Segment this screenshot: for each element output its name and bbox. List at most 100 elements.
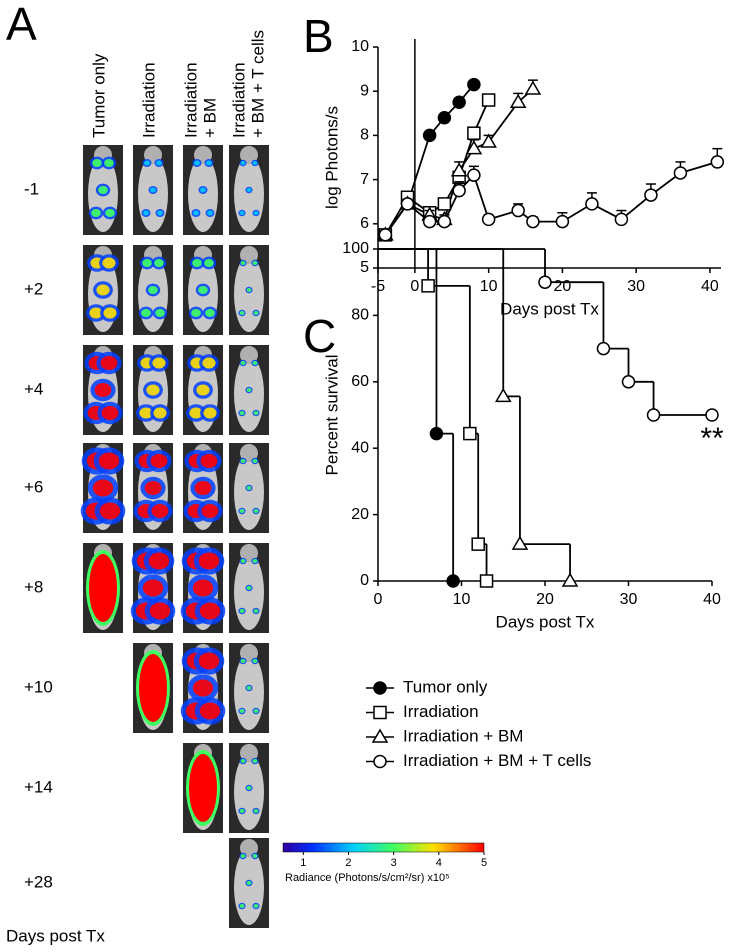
- marker: [710, 155, 725, 169]
- mouse-image: [83, 145, 123, 235]
- signal: [246, 686, 252, 690]
- signal: [207, 210, 213, 216]
- marker: [644, 188, 658, 202]
- panel-label: C: [303, 310, 336, 362]
- marker: [452, 183, 466, 198]
- signal: [199, 602, 221, 620]
- signal: [153, 407, 167, 419]
- signal: [253, 211, 259, 215]
- signal: [100, 356, 118, 370]
- signal: [198, 552, 220, 570]
- signal: [198, 652, 220, 670]
- marker: [378, 228, 393, 242]
- signal: [146, 384, 160, 396]
- signal: [143, 210, 149, 216]
- signal: [148, 286, 158, 294]
- mouse-image: [183, 145, 223, 235]
- marker: [561, 572, 579, 587]
- marker: [621, 375, 636, 389]
- x-tick-label: 20: [554, 278, 572, 295]
- signal: [201, 504, 219, 518]
- mouse-image: [229, 245, 269, 335]
- x-tick-label: 40: [703, 591, 721, 608]
- signal: [101, 406, 119, 420]
- mouse-image: [133, 245, 173, 335]
- signal: [105, 209, 115, 217]
- x-tick-label: 40: [701, 278, 719, 295]
- mouse-head: [240, 839, 258, 857]
- signal: [92, 159, 102, 167]
- signal: [191, 309, 201, 317]
- signal: [198, 286, 208, 294]
- mouse-body: [234, 654, 264, 730]
- marker: [494, 387, 512, 403]
- row-label: +2: [24, 279, 43, 298]
- marker: [646, 408, 661, 422]
- mouse-head: [240, 444, 258, 462]
- signal: [150, 454, 168, 468]
- y-tick-label: 6: [360, 215, 369, 232]
- signal: [253, 411, 259, 415]
- signal: [89, 307, 103, 319]
- colorbar-label: Radiance (Photons/s/cm²/sr) x10⁵: [285, 872, 450, 884]
- column-header: Irradiation: [181, 62, 200, 138]
- mouse-head: [240, 246, 258, 264]
- mouse-image: [229, 838, 269, 928]
- signal: [239, 809, 245, 813]
- mouse-body: [234, 849, 264, 925]
- row-label: +8: [24, 577, 43, 596]
- x-tick-label: 10: [453, 591, 471, 608]
- row-label: -1: [24, 179, 39, 198]
- mouse-image: [130, 543, 176, 633]
- marker: [524, 80, 542, 95]
- mouse-image: [229, 443, 269, 533]
- mouse-image: [180, 643, 226, 733]
- row-label: +14: [24, 777, 53, 796]
- marker: [452, 95, 466, 109]
- marker: [437, 197, 452, 211]
- signal: [204, 259, 214, 267]
- colorbar-tick-label: 4: [436, 857, 442, 869]
- mouse-body: [234, 454, 264, 530]
- signal: [252, 659, 258, 663]
- marker: [471, 537, 485, 551]
- signal: [103, 307, 117, 319]
- mouse-body: [234, 256, 264, 332]
- signal: [246, 288, 252, 292]
- signal: [240, 261, 246, 265]
- marker: [463, 426, 477, 441]
- mouse-image: [83, 245, 123, 335]
- signal: [151, 504, 169, 518]
- legend-label: Irradiation + BM + T cells: [403, 751, 591, 770]
- y-tick-label: 60: [351, 373, 369, 390]
- mouse-image: [229, 643, 269, 733]
- marker: [429, 426, 444, 441]
- marker: [481, 93, 496, 107]
- signal: [96, 284, 110, 296]
- signal: [194, 160, 200, 166]
- signal: [157, 210, 163, 216]
- signal: [240, 161, 246, 165]
- signal: [98, 452, 120, 470]
- column-header: + BM: [200, 98, 219, 138]
- colorbar: [282, 842, 485, 853]
- mouse-head: [240, 644, 258, 662]
- signal: [239, 609, 245, 613]
- mouse-image: [133, 345, 173, 435]
- signal: [240, 559, 246, 563]
- signal: [252, 559, 258, 563]
- signal: [193, 210, 199, 216]
- signal: [192, 259, 202, 267]
- marker: [705, 408, 719, 422]
- signal: [149, 602, 171, 620]
- signal: [205, 309, 215, 317]
- mouse-head: [240, 146, 258, 164]
- signal: [246, 486, 252, 490]
- row-label: +28: [24, 872, 53, 891]
- row-label: +6: [24, 477, 43, 496]
- signal: [99, 502, 121, 520]
- signal: [139, 654, 167, 722]
- marker: [467, 126, 481, 140]
- signal: [252, 261, 258, 265]
